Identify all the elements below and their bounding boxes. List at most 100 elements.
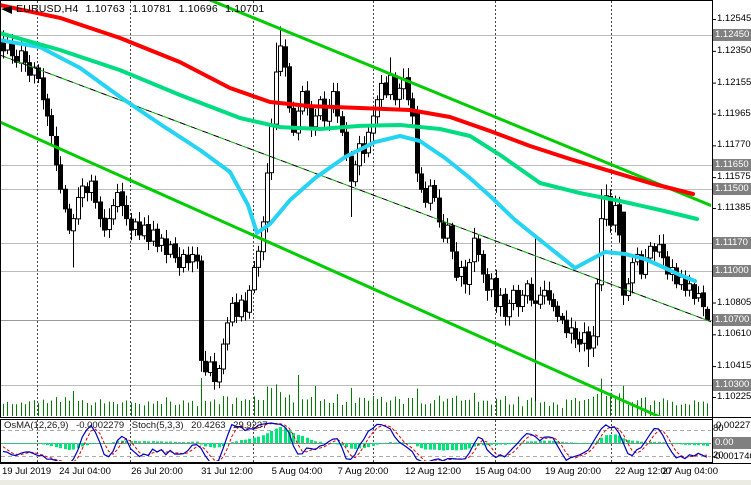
osma-bar (451, 443, 454, 451)
candle-bear (120, 191, 125, 207)
ma-layer (0, 3, 699, 283)
osma-bar (310, 439, 313, 443)
osma-bar (675, 443, 678, 445)
osma-bar (605, 435, 608, 443)
candle-bear (608, 196, 613, 226)
ma-red[interactable] (0, 3, 695, 196)
ma-teal[interactable] (0, 31, 699, 221)
candle-bull (208, 361, 213, 374)
osma-bar (130, 441, 133, 443)
osma-bar (178, 442, 181, 443)
bid-price-label: 1.10700 (713, 314, 751, 326)
stoch-main-line (2, 422, 708, 461)
candle-bull (657, 244, 662, 253)
candle-bear (577, 338, 582, 345)
time-axis-label: 15 Aug 04:00 (475, 466, 531, 477)
osma-bar (284, 427, 287, 443)
osma-bar (143, 441, 146, 443)
osma-bar (649, 441, 652, 443)
trendline-dashed-green[interactable] (0, 54, 712, 323)
channel-lower[interactable] (0, 120, 662, 417)
osma-bar (209, 443, 212, 448)
candle-bear (283, 46, 288, 68)
osma-bar (455, 443, 458, 451)
candle-bull (181, 253, 186, 269)
osma-bar (266, 433, 269, 443)
osma-bar (257, 436, 260, 443)
osma-bar (319, 441, 322, 443)
osma-bar (600, 437, 603, 443)
price-axis-label: 1.11575 (717, 171, 751, 182)
osma-bar (688, 443, 691, 445)
candle-bull (525, 283, 530, 297)
candle-bull (261, 221, 266, 253)
candle-bear (85, 186, 90, 194)
candle-bull (76, 196, 81, 220)
candle-bear (98, 201, 103, 220)
candle-bull (80, 185, 85, 199)
price-axis-label: 1.10415 (717, 360, 751, 371)
osma-bar (160, 441, 163, 443)
ma-cyan[interactable] (0, 38, 697, 283)
price-level-label: 1.11500 (713, 183, 751, 195)
candle-bear (441, 222, 446, 239)
osma-bar (592, 442, 595, 444)
candle-bull (230, 302, 235, 323)
candle-bull (89, 180, 94, 193)
osma-bar (372, 443, 375, 446)
candle-bull (71, 218, 76, 232)
candle-bear (406, 77, 411, 101)
osma-bar (517, 442, 520, 444)
time-axis-label: 19 Aug 20:00 (545, 466, 601, 477)
candle-bear (146, 223, 151, 242)
osma-bar (231, 442, 234, 443)
channel-upper[interactable] (208, 0, 712, 208)
candle-bear (14, 55, 19, 63)
candle-bear (291, 107, 296, 133)
osma-bar (248, 438, 251, 443)
candle-bear (243, 300, 248, 313)
candle-bear (529, 283, 534, 301)
candle-bull (472, 237, 477, 263)
osma-bar (270, 430, 273, 443)
osma-bar (125, 440, 128, 443)
osma-bar (244, 439, 247, 443)
price-axis-label: 1.12545 (717, 13, 751, 24)
candle-bull (353, 164, 358, 183)
osma-bar (182, 441, 185, 443)
osma-bar (345, 443, 348, 448)
time-axis-label: 24 Jul 04:00 (59, 466, 111, 477)
osma-bar (394, 442, 397, 444)
time-axis-label: 22 Aug 12:00 (615, 466, 671, 477)
candle-bear (573, 328, 578, 340)
osma-bar (55, 443, 58, 448)
osma-bar (20, 443, 23, 444)
candle-bull (5, 42, 10, 51)
osma-bar (622, 438, 625, 443)
osma-bar (297, 434, 300, 443)
stoch-80-label: 80 (713, 423, 724, 434)
osma-bar (94, 443, 97, 444)
osma-bar (336, 443, 339, 445)
candle-bull (397, 87, 402, 100)
osma-bar (24, 443, 27, 444)
candle-bear (234, 302, 239, 317)
candle-bull (225, 322, 230, 345)
candle-bear (437, 197, 442, 223)
candle-bull (159, 237, 164, 246)
osma-bar (512, 443, 515, 444)
osma-bar (468, 443, 471, 449)
candle-bear (476, 238, 481, 255)
osma-bar (253, 437, 256, 443)
candle-bear (54, 135, 59, 166)
osma-bar (666, 443, 669, 444)
osma-bar (72, 443, 75, 450)
candle-bear (701, 292, 706, 308)
osma-current-label: 0.00 (713, 437, 751, 449)
osma-bar (138, 441, 141, 443)
candle-bear (454, 251, 459, 278)
candle-bear (617, 204, 622, 236)
osma-bar (15, 443, 18, 444)
